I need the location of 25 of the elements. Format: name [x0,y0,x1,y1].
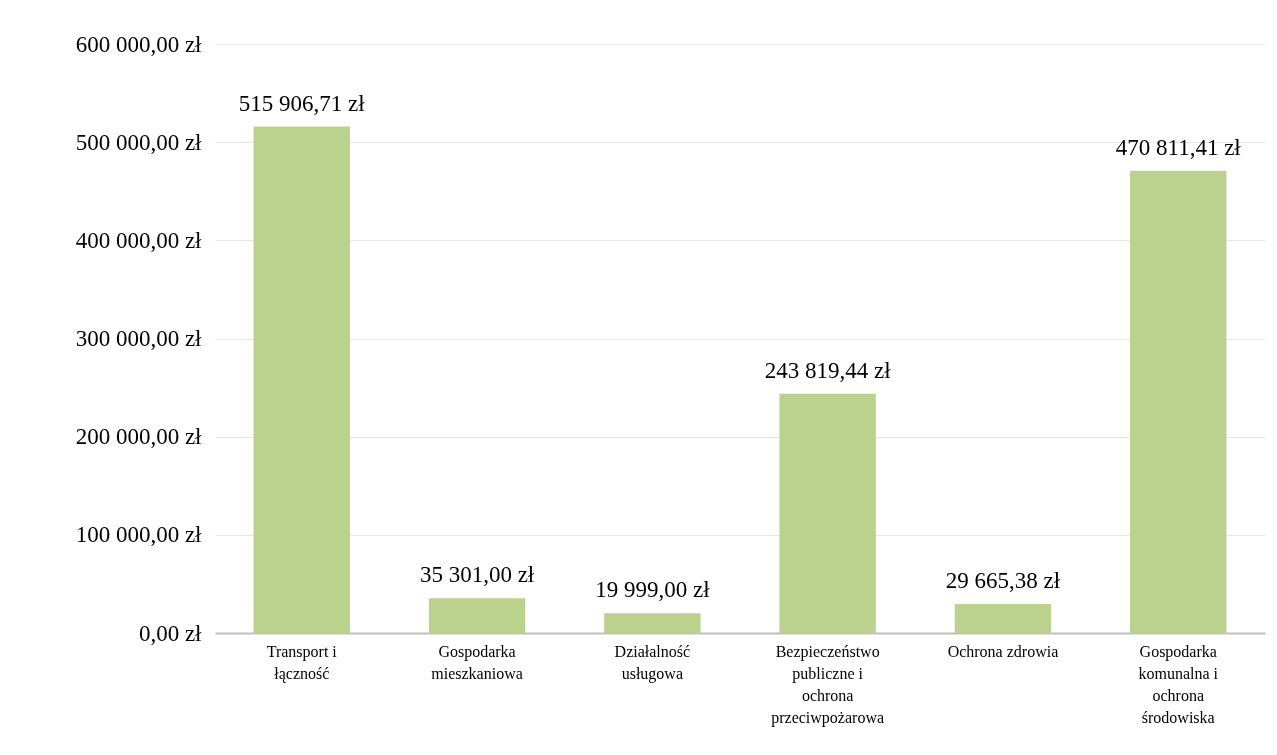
x-tick-label: Gospodarka mieszkaniowa [431,642,523,682]
y-tick-label: 200 000,00 zł [75,424,203,450]
bar [779,393,876,633]
bar [1130,170,1227,633]
x-tick-label: Gospodarka komunalna i ochrona środowiska [1138,642,1219,726]
x-tick-label: Transport i łączność [266,642,338,683]
x-tick-label: Bezpieczeństwo publiczne i ochrona przeciwpożarowa [771,642,885,727]
bar [428,598,526,633]
bar [253,126,350,633]
data-label: 243 819,44 zł [764,357,892,383]
bar [954,603,1052,633]
y-tick-label: 100 000,00 zł [75,522,203,548]
x-tick-label: Ochrona zdrowia [947,642,1059,660]
data-label: 19 999,00 zł [595,577,711,603]
data-label: 515 906,71 zł [238,90,366,116]
x-tick-label: Działalność usługowa [614,642,691,683]
data-label: 470 811,41 zł [1115,134,1242,160]
data-label: 29 665,38 zł [945,567,1061,593]
y-tick-label: 0,00 zł [138,620,203,646]
y-tick-label: 300 000,00 zł [75,326,203,351]
data-label: 35 301,00 zł [419,562,535,588]
y-tick-label: 600 000,00 zł [75,31,203,57]
y-tick-label: 400 000,00 zł [75,227,203,253]
y-tick-label: 500 000,00 zł [75,129,203,155]
bar [604,613,701,633]
